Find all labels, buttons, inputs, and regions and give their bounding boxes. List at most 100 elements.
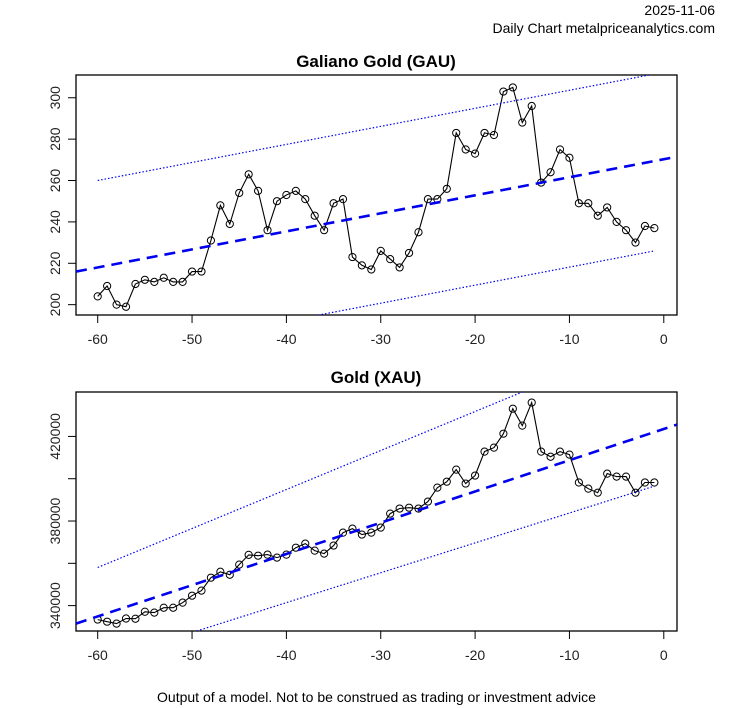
price-point: [357, 261, 366, 270]
price-point: [621, 226, 631, 235]
price-point: [395, 504, 404, 513]
price-point: [140, 275, 149, 284]
x-tick-label: -10: [559, 331, 579, 347]
price-point: [301, 195, 310, 204]
price-point: [461, 145, 470, 154]
price-point: [621, 472, 631, 481]
plot-area-xau: [76, 392, 677, 631]
y-tick-label: 280: [47, 127, 63, 151]
price-point: [150, 608, 159, 617]
price-point: [310, 211, 319, 220]
x-tick-label: -50: [182, 647, 202, 663]
price-point: [103, 617, 112, 626]
price-line: [97, 86, 655, 308]
price-point: [404, 248, 414, 258]
price-point: [565, 450, 574, 459]
price-point: [640, 478, 650, 487]
price-point: [480, 128, 489, 138]
chart-title-xau: Gold (XAU): [331, 368, 422, 387]
price-point: [470, 149, 480, 158]
price-point: [187, 591, 197, 600]
price-point: [518, 421, 527, 430]
price-point: [159, 273, 168, 282]
price-point: [121, 302, 131, 311]
price-point: [499, 429, 508, 438]
price-point: [546, 168, 555, 177]
price-point: [197, 586, 206, 595]
chart-source: Daily Chart metalpriceanalytics.com: [492, 20, 715, 36]
price-point: [631, 488, 640, 497]
price-point: [253, 551, 263, 560]
x-tick-label: 0: [660, 647, 668, 663]
price-point: [537, 447, 546, 456]
price-point: [320, 549, 329, 558]
price-point: [508, 83, 517, 92]
x-tick-label: 0: [660, 331, 668, 347]
price-point: [386, 255, 395, 264]
price-point: [386, 509, 395, 518]
price-point: [367, 265, 376, 274]
upper-band-line: [97, 392, 523, 569]
price-point: [131, 614, 140, 623]
x-tick-label: -50: [182, 331, 202, 347]
x-tick-label: -40: [276, 331, 296, 347]
price-point: [244, 170, 253, 179]
price-point: [480, 447, 489, 456]
price-point: [470, 471, 480, 480]
price-point: [103, 281, 112, 291]
price-point: [603, 203, 612, 212]
plot-area-gau: [76, 75, 677, 315]
chart-date: 2025-11-06: [644, 2, 715, 18]
plot-frame-xau: [75, 391, 678, 632]
lower-band-line: [315, 250, 655, 315]
price-point: [593, 211, 602, 220]
x-tick-label: -60: [88, 331, 108, 347]
price-point: [121, 614, 131, 623]
price-point: [282, 190, 291, 200]
price-point: [216, 201, 225, 210]
price-point: [423, 195, 433, 204]
price-point: [244, 550, 253, 559]
price-point: [640, 221, 650, 231]
price-point: [518, 118, 527, 127]
price-point: [206, 236, 216, 245]
price-point: [555, 145, 565, 154]
price-point: [461, 479, 470, 488]
price-point: [348, 252, 357, 262]
y-tick-label: 220: [47, 251, 63, 275]
price-point: [178, 277, 187, 286]
disclaimer: Output of a model. Not to be construed a…: [157, 689, 596, 705]
x-tick-label: -40: [276, 647, 296, 663]
price-point: [291, 543, 300, 552]
price-point: [574, 478, 583, 487]
price-point: [612, 217, 621, 226]
y-tick-label: 240: [47, 210, 63, 234]
price-point: [452, 128, 461, 138]
price-point: [140, 607, 149, 616]
y-tick-label: 200: [47, 293, 63, 317]
price-point: [329, 199, 338, 208]
price-point: [112, 300, 121, 309]
y-tick-label: 260: [47, 169, 63, 193]
chart-title-gau: Galiano Gold (GAU): [296, 52, 456, 71]
price-point: [612, 472, 621, 481]
price-point: [263, 226, 272, 235]
plot-frame-gau: [75, 74, 678, 316]
x-tick-label: -30: [371, 647, 391, 663]
price-point: [546, 452, 555, 461]
price-point: [93, 292, 102, 301]
price-point: [423, 497, 433, 506]
price-point: [310, 546, 319, 555]
price-point: [433, 483, 442, 492]
price-point: [263, 550, 272, 559]
lower-band-line: [196, 485, 655, 631]
price-line: [97, 400, 655, 625]
panel-gau: Galiano Gold (GAU) -60 -50 -40 -30 -20 -10 0 20…: [47, 52, 678, 347]
price-point: [593, 488, 602, 497]
y-tick-label: 420000: [47, 413, 63, 460]
price-point: [508, 404, 517, 413]
price-point: [197, 267, 206, 276]
price-point: [584, 484, 593, 493]
price-point: [584, 199, 593, 208]
